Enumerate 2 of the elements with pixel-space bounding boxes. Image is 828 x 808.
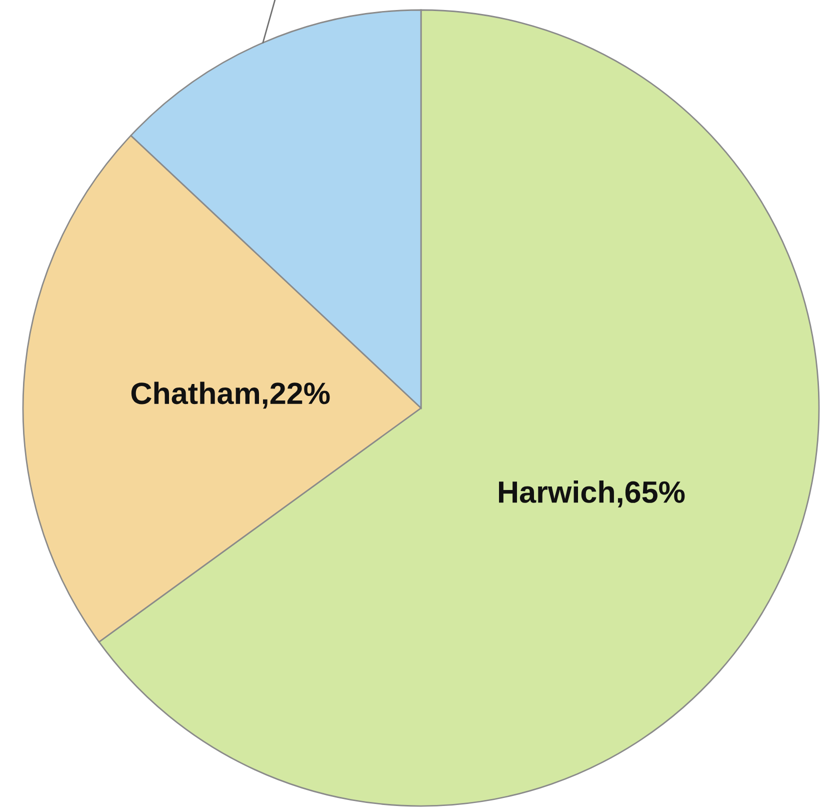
slice-label: Harwich,65% xyxy=(499,480,685,508)
slice-label: Chatham,22% xyxy=(131,382,330,409)
